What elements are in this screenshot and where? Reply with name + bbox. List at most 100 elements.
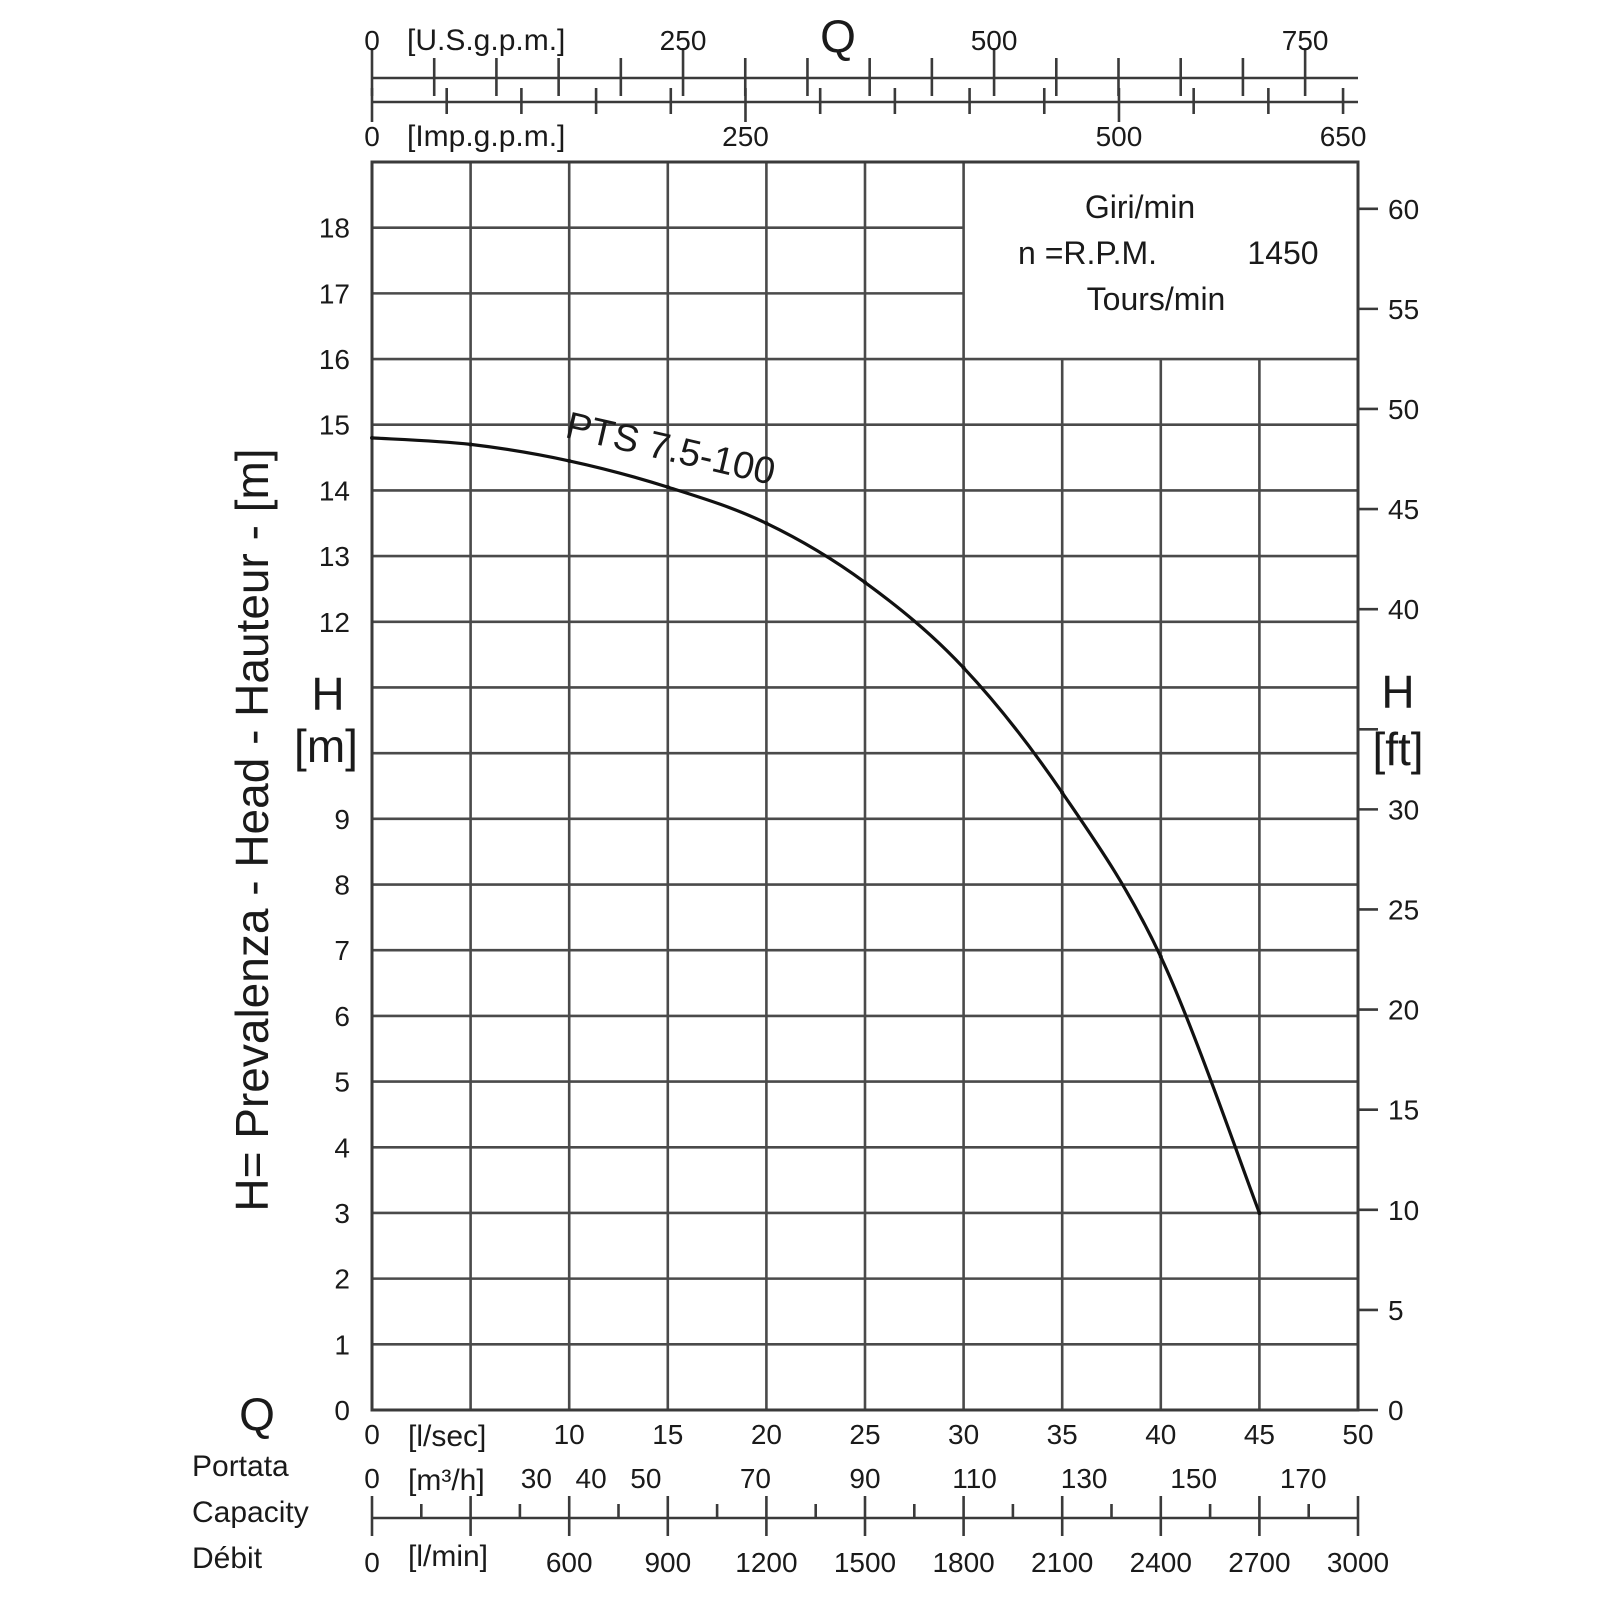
y-tick-label-left: 16 (319, 344, 350, 375)
series-point (961, 665, 966, 670)
y-tick-label-right: 10 (1388, 1195, 1419, 1226)
y-tick-label-left: 9 (334, 804, 350, 835)
lsec-unit: [l/sec] (408, 1420, 486, 1453)
x-tick-label-lsec: 35 (1047, 1419, 1078, 1450)
y-tick-label-left: 6 (334, 1001, 350, 1032)
y-tick-label-right: 50 (1388, 394, 1419, 425)
y-tick-label-right: 40 (1388, 594, 1419, 625)
x-tick-label-lmin: 2700 (1228, 1547, 1290, 1578)
x-tick-label-lsec: 50 (1342, 1419, 1373, 1450)
y-axis-symbol-left: H (311, 668, 344, 720)
rpm-line1: Giri/min (1085, 189, 1195, 225)
plot-frame (370, 160, 1360, 1412)
y-tick-label-right: 60 (1388, 194, 1419, 225)
y-tick-label-right: 0 (1388, 1395, 1404, 1426)
y-axis-symbol-right: H (1381, 666, 1414, 718)
y-tick-label-left: 2 (334, 1264, 350, 1295)
x-tick-label-lsec: 45 (1244, 1419, 1275, 1450)
series-group: PTS 7.5-100 (370, 405, 1262, 1215)
x-tick-label-impgpm: 250 (722, 121, 769, 152)
usgpm-unit: [U.S.g.p.m.] (407, 24, 565, 57)
y-tick-label-left: 5 (334, 1067, 350, 1098)
series-line (371, 436, 1261, 1214)
y-tick-label-left: 7 (334, 935, 350, 966)
x-tick-label-m3h: 90 (849, 1463, 880, 1494)
series-label: PTS 7.5-100 (562, 405, 779, 494)
x-tick-label-m3h: 30 (521, 1463, 552, 1494)
x-tick-label-lsec: 20 (751, 1419, 782, 1450)
y-tick-label-right: 15 (1388, 1095, 1419, 1126)
x-tick-label-lmin: 2100 (1031, 1547, 1093, 1578)
y-tick-label-left: 17 (319, 278, 350, 309)
x-tick-label-lsec: 30 (948, 1419, 979, 1450)
x-tick-label-lmin: 3000 (1327, 1547, 1389, 1578)
x-tick-label-m3h: 70 (740, 1463, 771, 1494)
x-tick-label-m3h: 0 (364, 1463, 380, 1494)
y-tick-label-left: 0 (334, 1395, 350, 1426)
x-tick-label-lmin: 0 (364, 1547, 380, 1578)
x-tick-label-lsec: 15 (652, 1419, 683, 1450)
y-tick-label-left: 4 (334, 1132, 350, 1163)
x-tick-label-impgpm: 500 (1096, 121, 1143, 152)
rpm-box: Giri/min n =R.P.M. 1450 Tours/min (1018, 189, 1319, 317)
y-tick-label-right: 45 (1388, 494, 1419, 525)
bottom-q-symbol: Q (239, 1388, 275, 1440)
x-tick-label-lmin: 2400 (1130, 1547, 1192, 1578)
y-tick-label-right: 55 (1388, 294, 1419, 325)
bottom-debit: Débit (192, 1542, 263, 1575)
y-axis-title-left: H= Prevalenza - Head - Hauteur - [m] (226, 448, 278, 1211)
x-tick-label-m3h: 40 (576, 1463, 607, 1494)
x-tick-label-lmin: 1200 (735, 1547, 797, 1578)
x-tick-label-m3h: 50 (630, 1463, 661, 1494)
y-tick-label-right: 25 (1388, 894, 1419, 925)
y-tick-label-right: 5 (1388, 1295, 1404, 1326)
x-tick-label-lsec: 25 (849, 1419, 880, 1450)
series-point (863, 580, 867, 585)
grid (372, 162, 1358, 1410)
x-tick-label-lsec: 40 (1145, 1419, 1176, 1450)
tick-labels: 0123456789121314151617180510152025304045… (319, 25, 1419, 1578)
rpm-value: 1450 (1247, 235, 1318, 271)
y-tick-label-left: 18 (319, 213, 350, 244)
y-tick-label-left: 14 (319, 475, 350, 506)
x-tick-label-impgpm: 650 (1320, 121, 1367, 152)
series-point (764, 521, 769, 526)
rpm-line3: Tours/min (1087, 281, 1226, 317)
x-tick-label-lmin: 1800 (932, 1547, 994, 1578)
y-tick-label-left: 3 (334, 1198, 350, 1229)
y-axis-unit-left: [m] (294, 720, 358, 772)
x-tick-label-m3h: 130 (1061, 1463, 1108, 1494)
x-tick-label-m3h: 170 (1280, 1463, 1327, 1494)
y-tick-label-right: 20 (1388, 995, 1419, 1026)
x-tick-label-usgpm: 500 (971, 25, 1018, 56)
y-tick-label-left: 1 (334, 1329, 350, 1360)
impgpm-unit: [Imp.g.p.m.] (407, 120, 565, 153)
y-tick-label-left: 13 (319, 541, 350, 572)
series-point (1158, 954, 1163, 959)
x-tick-label-lmin: 600 (546, 1547, 593, 1578)
y-tick-label-left: 12 (319, 607, 350, 638)
series-point (370, 435, 374, 440)
y-tick-label-left: 8 (334, 870, 350, 901)
rpm-line2-prefix: n =R.P.M. (1018, 235, 1157, 271)
x-tick-label-lsec: 0 (364, 1419, 380, 1450)
x-tick-label-usgpm: 750 (1282, 25, 1329, 56)
series-point (567, 458, 572, 463)
m3h-unit: [m³/h] (408, 1464, 485, 1497)
bottom-portata: Portata (192, 1450, 289, 1483)
lmin-unit: [l/min] (408, 1540, 488, 1573)
x-tick-label-lsec: 10 (554, 1419, 585, 1450)
bottom-capacity: Capacity (192, 1496, 309, 1529)
axes (370, 48, 1378, 1536)
x-tick-label-m3h: 150 (1170, 1463, 1217, 1494)
series-point (1060, 790, 1065, 795)
series-point (665, 485, 670, 490)
y-tick-label-left: 15 (319, 410, 350, 441)
series-point (468, 442, 473, 447)
x-tick-label-impgpm: 0 (364, 121, 380, 152)
x-tick-label-usgpm: 250 (660, 25, 707, 56)
series-point (1257, 1210, 1262, 1215)
y-tick-label-right: 30 (1388, 794, 1419, 825)
